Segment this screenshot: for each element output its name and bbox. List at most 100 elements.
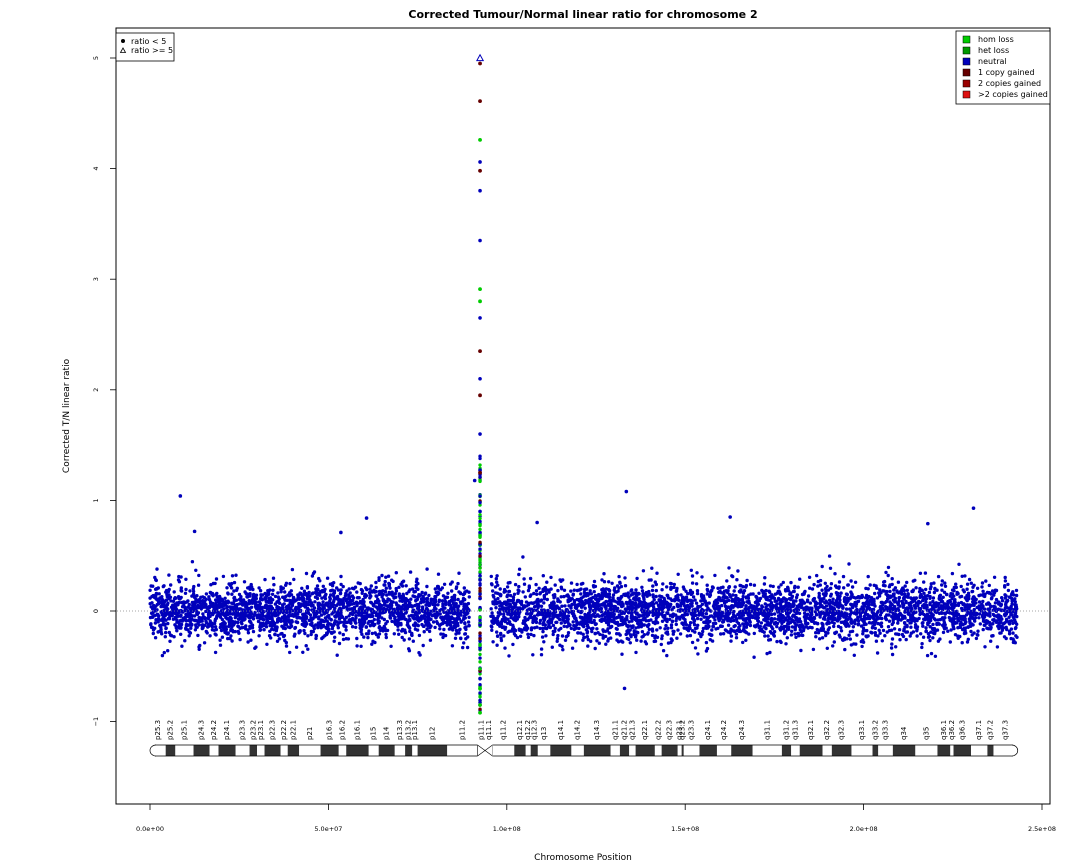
data-point — [710, 628, 714, 632]
data-point — [748, 623, 753, 628]
data-point — [926, 618, 930, 622]
data-point — [491, 640, 495, 644]
data-point — [757, 591, 761, 595]
data-point — [415, 577, 419, 581]
data-point — [1000, 599, 1005, 603]
data-point — [693, 646, 698, 650]
data-point — [719, 614, 723, 618]
data-point — [517, 584, 521, 589]
data-point — [808, 601, 813, 605]
data-point — [204, 597, 208, 601]
data-point — [709, 614, 714, 618]
data-point — [374, 580, 378, 585]
data-point — [206, 612, 211, 617]
data-point — [572, 599, 577, 603]
data-point — [562, 624, 566, 628]
data-point — [704, 626, 708, 630]
data-point — [905, 630, 910, 634]
data-point — [390, 578, 394, 582]
data-point — [681, 585, 686, 589]
data-point — [590, 620, 594, 625]
data-point — [204, 629, 208, 634]
data-point — [871, 620, 875, 625]
data-point — [283, 590, 287, 594]
data-point — [932, 631, 936, 635]
data-point — [634, 626, 638, 630]
data-point — [641, 569, 646, 573]
data-point — [499, 636, 503, 640]
data-point — [339, 582, 343, 587]
data-point — [654, 594, 658, 599]
data-point — [847, 633, 851, 637]
data-point — [704, 612, 709, 616]
data-point — [435, 584, 440, 589]
data-point — [903, 584, 907, 588]
data-point — [838, 635, 842, 639]
data-point — [154, 578, 158, 583]
data-point — [532, 633, 536, 638]
data-point — [665, 611, 670, 615]
data-point — [690, 604, 694, 608]
data-point — [849, 590, 853, 594]
data-point — [347, 587, 351, 591]
data-point — [859, 624, 864, 628]
data-point — [503, 646, 507, 650]
data-point — [213, 619, 217, 623]
data-point — [856, 599, 861, 603]
data-point — [981, 599, 985, 604]
data-point — [217, 602, 221, 607]
data-point — [953, 633, 958, 637]
data-point — [595, 627, 599, 631]
data-point — [862, 616, 867, 620]
data-point — [328, 597, 332, 601]
data-point — [179, 575, 183, 579]
data-point — [665, 585, 669, 589]
data-point — [936, 574, 941, 579]
data-point — [730, 629, 735, 633]
data-point — [832, 624, 836, 629]
data-point — [746, 596, 751, 600]
data-point — [433, 587, 437, 591]
data-point — [170, 606, 174, 610]
data-point — [705, 587, 709, 592]
data-point — [188, 589, 192, 593]
data-point — [235, 586, 239, 590]
data-point — [368, 587, 372, 591]
data-point — [711, 624, 715, 629]
data-point — [766, 623, 771, 627]
data-point — [290, 603, 295, 608]
data-point — [183, 591, 188, 595]
data-point — [848, 637, 852, 641]
data-point — [289, 589, 293, 593]
data-point — [714, 598, 718, 603]
data-point — [596, 631, 600, 635]
data-point — [669, 585, 673, 590]
data-point — [456, 604, 461, 608]
data-point — [246, 631, 251, 635]
data-point — [831, 597, 835, 601]
data-point — [526, 635, 531, 640]
data-point — [625, 614, 629, 619]
data-point — [236, 612, 240, 616]
data-point — [204, 592, 209, 596]
data-point — [300, 622, 304, 627]
data-point — [597, 641, 601, 645]
data-point — [820, 636, 825, 640]
data-point — [240, 622, 244, 626]
data-point — [926, 621, 930, 625]
data-point — [420, 590, 424, 595]
data-point — [288, 650, 292, 655]
data-point — [929, 651, 934, 656]
data-point — [868, 583, 872, 587]
data-point — [284, 644, 289, 648]
data-point — [425, 567, 429, 571]
data-point — [380, 616, 384, 620]
data-point — [270, 592, 275, 596]
data-point — [759, 621, 764, 625]
data-point — [952, 585, 956, 590]
data-point — [1013, 626, 1018, 631]
data-point — [204, 602, 208, 607]
data-point — [770, 625, 774, 629]
data-point — [695, 591, 700, 596]
data-point — [995, 619, 999, 623]
